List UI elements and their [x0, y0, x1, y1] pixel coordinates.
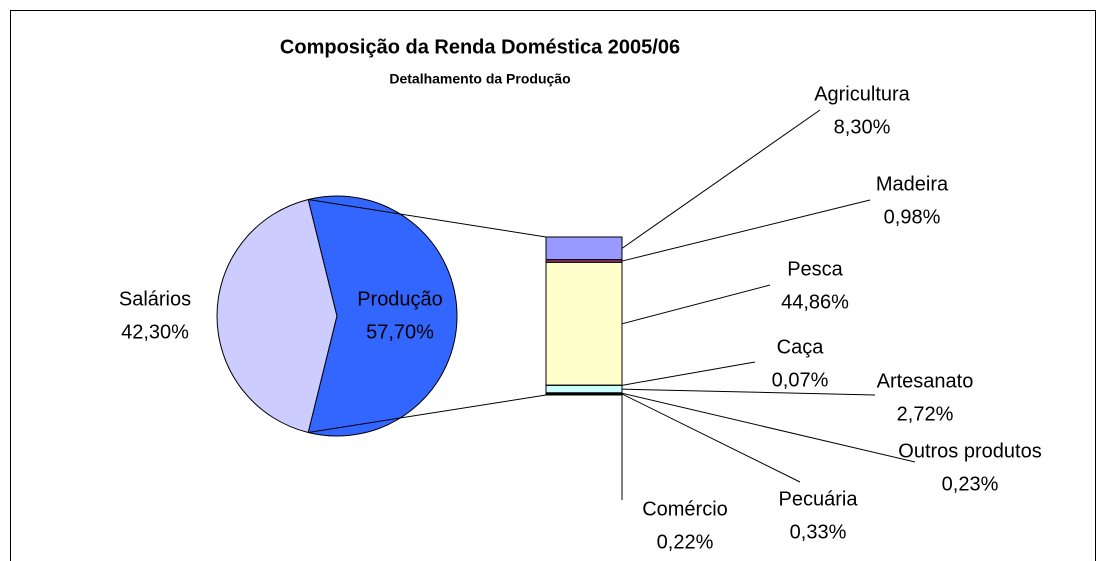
- chart-title: Composição da Renda Doméstica 2005/06: [280, 36, 680, 58]
- bar-label: Pesca: [787, 258, 843, 280]
- bar-value-label: 44,86%: [781, 291, 849, 313]
- bar-label: Comércio: [642, 498, 728, 520]
- pie-slice: [307, 195, 458, 437]
- pie-value-label: 42,30%: [121, 321, 189, 343]
- leader-line: [621, 361, 756, 386]
- leader-line: [621, 392, 916, 463]
- chart-subtitle: Detalhamento da Produção: [389, 71, 570, 87]
- bar-value-label: 0,07%: [772, 369, 829, 391]
- leader-line: [621, 393, 801, 483]
- pie-value-label: 57,70%: [366, 321, 434, 343]
- connector: [308, 199, 547, 238]
- bar-label: Caça: [777, 336, 825, 358]
- pie-label: Salários: [119, 288, 191, 310]
- bar-label: Agricultura: [814, 83, 910, 105]
- leader-line: [621, 199, 871, 262]
- bar-segment: [545, 384, 623, 394]
- bar-segment: [545, 393, 623, 396]
- bar-segment: [545, 236, 623, 261]
- connector: [308, 394, 547, 433]
- bar-value-label: 0,23%: [942, 473, 999, 495]
- pie-slice: [216, 198, 338, 434]
- leader-line: [621, 388, 876, 396]
- bar-label: Pecuária: [779, 488, 859, 510]
- leader-line: [621, 109, 821, 249]
- bar-value-label: 2,72%: [897, 403, 954, 425]
- pie-label: Produção: [357, 288, 443, 310]
- bar-label: Madeira: [876, 173, 949, 195]
- leader-line: [621, 284, 771, 325]
- bar-label: Outros produtos: [898, 440, 1041, 462]
- bar-value-label: 8,30%: [834, 116, 891, 138]
- bar-value-label: 0,33%: [790, 521, 847, 543]
- bar-value-label: 0,22%: [657, 531, 714, 553]
- bar-label: Artesanato: [877, 370, 974, 392]
- bar-value-label: 0,98%: [884, 206, 941, 228]
- bar-segment: [545, 261, 623, 386]
